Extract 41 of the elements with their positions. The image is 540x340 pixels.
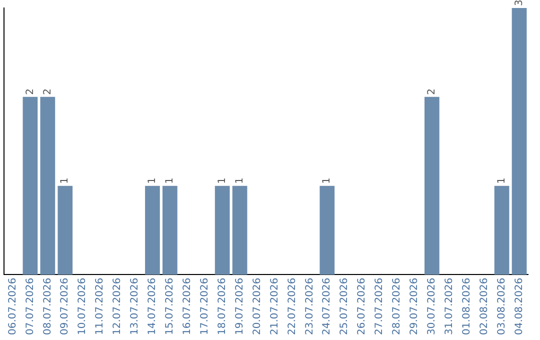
x-tick-label: 22.07.2026 xyxy=(286,278,298,336)
data-label: 2 xyxy=(426,88,438,95)
x-tick-label: 06.07.2026 xyxy=(7,278,18,336)
x-tick-label: 08.07.2026 xyxy=(42,278,54,336)
x-tick-label: 15.07.2026 xyxy=(164,278,176,336)
x-tick-label: 26.07.2026 xyxy=(356,278,368,336)
x-tick-label: 14.07.2026 xyxy=(147,278,158,336)
x-tick-label: 17.07.2026 xyxy=(199,278,210,336)
x-tick-label: 30.07.2026 xyxy=(426,278,438,336)
x-tick-label: 02.08.2026 xyxy=(478,278,490,336)
data-label: 1 xyxy=(216,177,228,184)
x-tick-label: 31.07.2026 xyxy=(444,278,455,336)
data-label: 1 xyxy=(322,177,333,184)
x-tick-label: 27.07.2026 xyxy=(374,278,386,336)
x-tick-label: 28.07.2026 xyxy=(392,278,403,336)
data-label: 2 xyxy=(24,88,36,95)
x-tick-label: 07.07.2026 xyxy=(24,278,36,336)
x-tick-label: 10.07.2026 xyxy=(77,278,88,336)
x-tick-label: 18.07.2026 xyxy=(216,278,228,336)
data-label: 3 xyxy=(514,0,525,6)
x-tick-label: 09.07.2026 xyxy=(60,278,71,336)
x-tick-label: 20.07.2026 xyxy=(252,278,263,336)
x-tick-label: 11.07.2026 xyxy=(94,278,106,336)
data-label: 2 xyxy=(42,88,54,95)
x-tick-label: 29.07.2026 xyxy=(409,278,420,336)
x-tick-label: 03.08.2026 xyxy=(496,278,508,336)
data-label: 1 xyxy=(147,177,158,184)
x-tick-label: 23.07.2026 xyxy=(304,278,316,336)
data-label: 1 xyxy=(496,177,508,184)
x-tick-label: 04.08.2026 xyxy=(514,278,525,336)
x-tick-label: 16.07.2026 xyxy=(182,278,193,336)
x-tick-label: 24.07.2026 xyxy=(322,278,333,336)
x-tick-label: 19.07.2026 xyxy=(234,278,246,336)
x-tick-label: 01.08.2026 xyxy=(461,278,472,336)
x-tick-label: 21.07.2026 xyxy=(269,278,280,336)
data-label: 1 xyxy=(60,177,71,184)
x-tick-label: 25.07.2026 xyxy=(339,278,350,336)
x-tick-label: 13.07.2026 xyxy=(130,278,141,336)
data-label: 1 xyxy=(234,177,246,184)
x-tick-label: 12.07.2026 xyxy=(112,278,124,336)
data-label: 1 xyxy=(164,177,176,184)
